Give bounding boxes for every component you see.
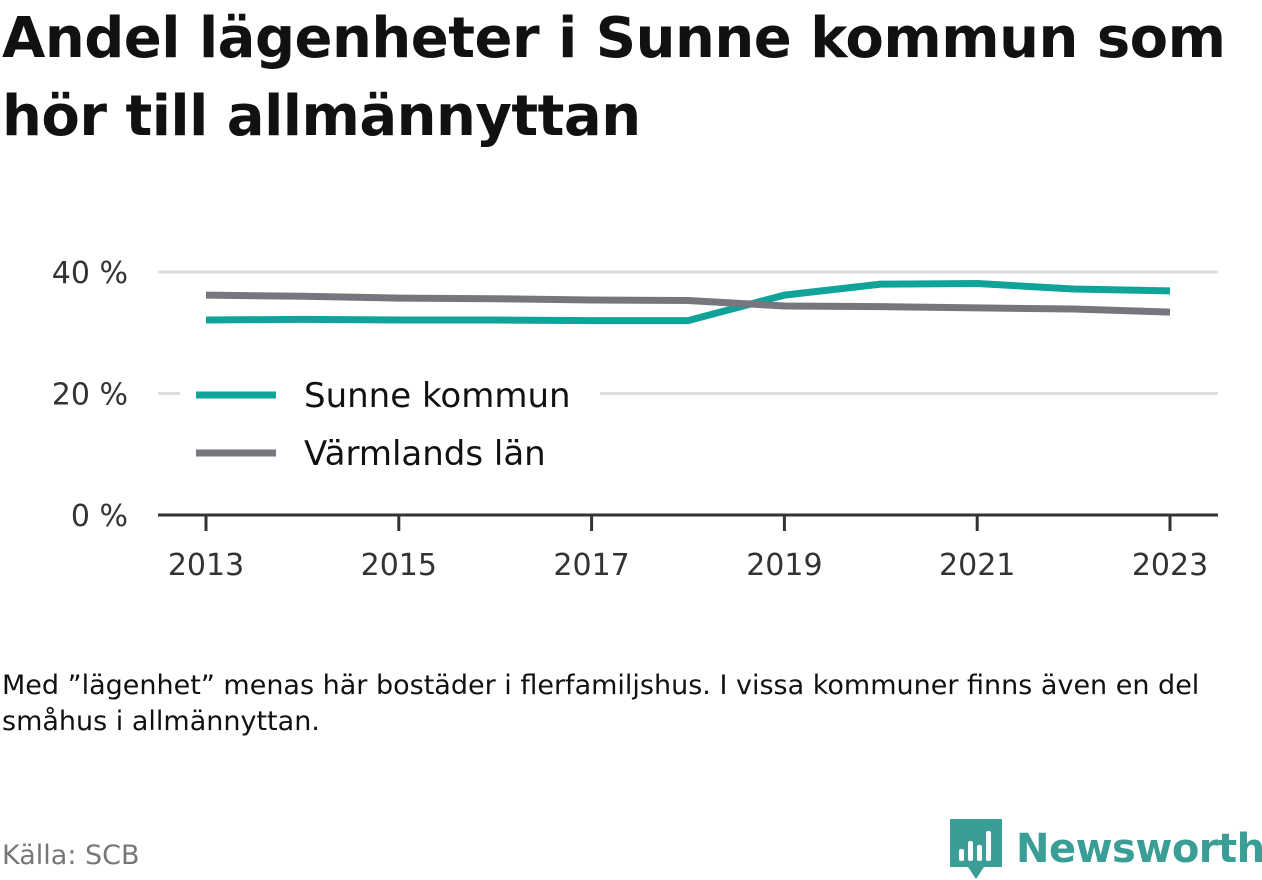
x-axis-labels: 2013 2015 2017 2019 2021 2023 (168, 548, 1208, 583)
chart-title: Andel lägenheter i Sunne kommun som hör … (2, 6, 1226, 149)
bar-chart-speech-bubble-icon (950, 819, 1002, 879)
x-tick-label: 2017 (553, 548, 629, 583)
series-line (205, 280, 1171, 325)
legend-background (180, 370, 600, 480)
brand-logo: Newsworthy (950, 818, 1262, 880)
legend-label: Värmlands län (304, 434, 546, 474)
legend: Sunne kommun Värmlands län (180, 370, 600, 480)
x-tick-label: 2013 (168, 548, 244, 583)
footnote: Med ”lägenhet” menas här bostäder i fler… (2, 670, 1200, 737)
x-tick-label: 2021 (939, 548, 1015, 583)
x-tick-label: 2019 (746, 548, 822, 583)
x-axis (158, 513, 1218, 531)
y-tick-label: 40 % (52, 256, 128, 291)
source-label: Källa: SCB (2, 840, 140, 871)
brand-name: Newsworthy (1016, 826, 1262, 872)
series-line (205, 291, 1171, 316)
y-tick-label: 20 % (52, 378, 128, 413)
legend-label: Sunne kommun (304, 376, 571, 416)
series-lines (205, 280, 1171, 325)
x-tick-label: 2015 (361, 548, 437, 583)
y-tick-label: 0 % (71, 499, 128, 534)
y-axis-labels: 0 % 20 % 40 % (52, 256, 128, 534)
x-tick-label: 2023 (1132, 548, 1208, 583)
